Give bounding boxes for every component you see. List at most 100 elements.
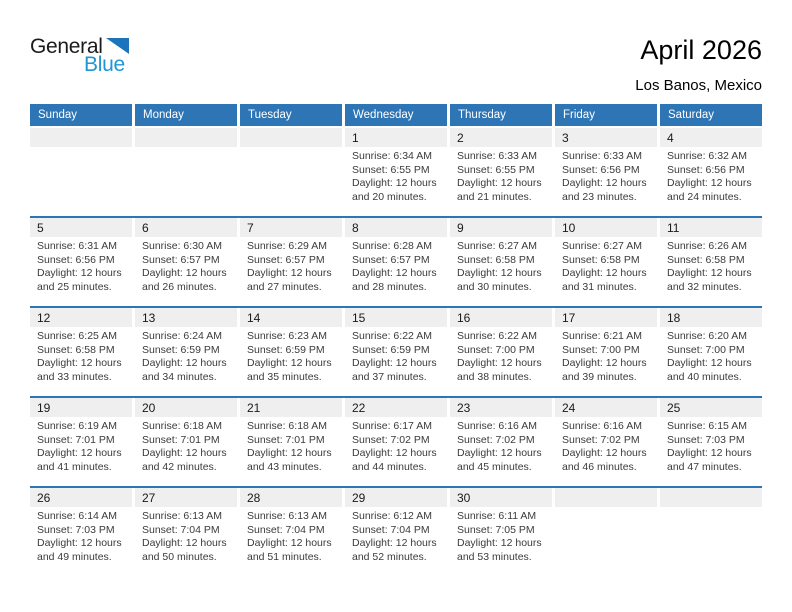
week-row: 12 Sunrise: 6:25 AM Sunset: 6:58 PM Dayligh…: [30, 306, 762, 396]
day-number: 22: [345, 398, 447, 417]
sunset-text: Sunset: 6:56 PM: [37, 253, 115, 266]
day-details: Sunrise: 6:18 AM Sunset: 7:01 PM Daylight:…: [240, 417, 342, 474]
sunset-text: Sunset: 7:02 PM: [562, 433, 640, 446]
sunrise-text: Sunrise: 6:27 AM: [457, 240, 537, 252]
day-number: [240, 128, 342, 147]
day-cell-8: 8 Sunrise: 6:28 AM Sunset: 6:57 PM Daylight…: [345, 218, 447, 306]
day-cell-empty: [555, 488, 657, 576]
daylight-text: Daylight: 12 hours and 26 minutes.: [142, 267, 227, 293]
day-number: 26: [30, 488, 132, 507]
week-row: 5 Sunrise: 6:31 AM Sunset: 6:56 PM Daylight…: [30, 216, 762, 306]
daylight-text: Daylight: 12 hours and 50 minutes.: [142, 537, 227, 563]
day-number: 1: [345, 128, 447, 147]
sunset-text: Sunset: 7:00 PM: [562, 343, 640, 356]
day-number: 13: [135, 308, 237, 327]
sunrise-text: Sunrise: 6:29 AM: [247, 240, 327, 252]
week-row: 19 Sunrise: 6:19 AM Sunset: 7:01 PM Dayligh…: [30, 396, 762, 486]
daylight-text: Daylight: 12 hours and 38 minutes.: [457, 357, 542, 383]
day-number: 28: [240, 488, 342, 507]
sunset-text: Sunset: 6:58 PM: [562, 253, 640, 266]
daylight-text: Daylight: 12 hours and 51 minutes.: [247, 537, 332, 563]
sunrise-text: Sunrise: 6:22 AM: [352, 330, 432, 342]
day-cell-2: 2 Sunrise: 6:33 AM Sunset: 6:55 PM Daylight…: [450, 128, 552, 216]
day-number: 18: [660, 308, 762, 327]
sunset-text: Sunset: 7:04 PM: [142, 523, 220, 536]
day-number: 25: [660, 398, 762, 417]
day-details: Sunrise: 6:29 AM Sunset: 6:57 PM Daylight:…: [240, 237, 342, 294]
daylight-text: Daylight: 12 hours and 53 minutes.: [457, 537, 542, 563]
day-cell-4: 4 Sunrise: 6:32 AM Sunset: 6:56 PM Daylight…: [660, 128, 762, 216]
daylight-text: Daylight: 12 hours and 33 minutes.: [37, 357, 122, 383]
daylight-text: Daylight: 12 hours and 27 minutes.: [247, 267, 332, 293]
sunrise-text: Sunrise: 6:19 AM: [37, 420, 117, 432]
logo-text-general: General: [30, 35, 103, 58]
sunrise-text: Sunrise: 6:18 AM: [247, 420, 327, 432]
day-cell-15: 15 Sunrise: 6:22 AM Sunset: 6:59 PM Dayligh…: [345, 308, 447, 396]
sunrise-text: Sunrise: 6:27 AM: [562, 240, 642, 252]
day-details: Sunrise: 6:33 AM Sunset: 6:55 PM Daylight:…: [450, 147, 552, 204]
day-details: Sunrise: 6:26 AM Sunset: 6:58 PM Daylight:…: [660, 237, 762, 294]
daylight-text: Daylight: 12 hours and 47 minutes.: [667, 447, 752, 473]
day-details: Sunrise: 6:31 AM Sunset: 6:56 PM Daylight:…: [30, 237, 132, 294]
day-number: 21: [240, 398, 342, 417]
day-details: Sunrise: 6:33 AM Sunset: 6:56 PM Daylight:…: [555, 147, 657, 204]
daylight-text: Daylight: 12 hours and 37 minutes.: [352, 357, 437, 383]
weekday-header-saturday: Saturday: [660, 104, 762, 126]
day-details: Sunrise: 6:20 AM Sunset: 7:00 PM Daylight:…: [660, 327, 762, 384]
day-cell-14: 14 Sunrise: 6:23 AM Sunset: 6:59 PM Dayligh…: [240, 308, 342, 396]
sunrise-text: Sunrise: 6:12 AM: [352, 510, 432, 522]
day-number: 27: [135, 488, 237, 507]
day-details: Sunrise: 6:22 AM Sunset: 7:00 PM Daylight:…: [450, 327, 552, 384]
day-details: Sunrise: 6:32 AM Sunset: 6:56 PM Daylight:…: [660, 147, 762, 204]
sunset-text: Sunset: 6:58 PM: [667, 253, 745, 266]
sunrise-text: Sunrise: 6:30 AM: [142, 240, 222, 252]
sunset-text: Sunset: 6:59 PM: [247, 343, 325, 356]
day-number: 30: [450, 488, 552, 507]
daylight-text: Daylight: 12 hours and 23 minutes.: [562, 177, 647, 203]
day-number: 20: [135, 398, 237, 417]
sunset-text: Sunset: 7:01 PM: [142, 433, 220, 446]
sunrise-text: Sunrise: 6:16 AM: [562, 420, 642, 432]
sunset-text: Sunset: 6:56 PM: [562, 163, 640, 176]
daylight-text: Daylight: 12 hours and 24 minutes.: [667, 177, 752, 203]
day-details: Sunrise: 6:13 AM Sunset: 7:04 PM Daylight:…: [240, 507, 342, 564]
day-cell-5: 5 Sunrise: 6:31 AM Sunset: 6:56 PM Daylight…: [30, 218, 132, 306]
sunrise-text: Sunrise: 6:25 AM: [37, 330, 117, 342]
sunset-text: Sunset: 7:00 PM: [457, 343, 535, 356]
day-cell-12: 12 Sunrise: 6:25 AM Sunset: 6:58 PM Dayligh…: [30, 308, 132, 396]
sunrise-text: Sunrise: 6:32 AM: [667, 150, 747, 162]
day-cell-empty: [135, 128, 237, 216]
week-row: 26 Sunrise: 6:14 AM Sunset: 7:03 PM Dayligh…: [30, 486, 762, 576]
day-number: 9: [450, 218, 552, 237]
sunset-text: Sunset: 6:59 PM: [352, 343, 430, 356]
daylight-text: Daylight: 12 hours and 25 minutes.: [37, 267, 122, 293]
day-number: 4: [660, 128, 762, 147]
daylight-text: Daylight: 12 hours and 34 minutes.: [142, 357, 227, 383]
weekday-header-wednesday: Wednesday: [345, 104, 447, 126]
day-details: Sunrise: 6:21 AM Sunset: 7:00 PM Daylight:…: [555, 327, 657, 384]
sunrise-text: Sunrise: 6:16 AM: [457, 420, 537, 432]
day-number: 6: [135, 218, 237, 237]
sunset-text: Sunset: 6:58 PM: [457, 253, 535, 266]
day-cell-17: 17 Sunrise: 6:21 AM Sunset: 7:00 PM Dayligh…: [555, 308, 657, 396]
day-number: [30, 128, 132, 147]
day-number: [135, 128, 237, 147]
sunset-text: Sunset: 6:56 PM: [667, 163, 745, 176]
logo-text-blue: Blue: [84, 53, 125, 76]
sunrise-text: Sunrise: 6:28 AM: [352, 240, 432, 252]
day-cell-13: 13 Sunrise: 6:24 AM Sunset: 6:59 PM Dayligh…: [135, 308, 237, 396]
day-cell-1: 1 Sunrise: 6:34 AM Sunset: 6:55 PM Daylight…: [345, 128, 447, 216]
sunrise-text: Sunrise: 6:31 AM: [37, 240, 117, 252]
daylight-text: Daylight: 12 hours and 44 minutes.: [352, 447, 437, 473]
day-number: 10: [555, 218, 657, 237]
sunrise-text: Sunrise: 6:13 AM: [142, 510, 222, 522]
sunset-text: Sunset: 7:02 PM: [352, 433, 430, 446]
day-details: Sunrise: 6:18 AM Sunset: 7:01 PM Daylight:…: [135, 417, 237, 474]
day-cell-empty: [660, 488, 762, 576]
day-details: Sunrise: 6:34 AM Sunset: 6:55 PM Daylight:…: [345, 147, 447, 204]
day-details: Sunrise: 6:30 AM Sunset: 6:57 PM Daylight:…: [135, 237, 237, 294]
sunset-text: Sunset: 6:55 PM: [457, 163, 535, 176]
day-number: 23: [450, 398, 552, 417]
daylight-text: Daylight: 12 hours and 39 minutes.: [562, 357, 647, 383]
sunset-text: Sunset: 6:59 PM: [142, 343, 220, 356]
